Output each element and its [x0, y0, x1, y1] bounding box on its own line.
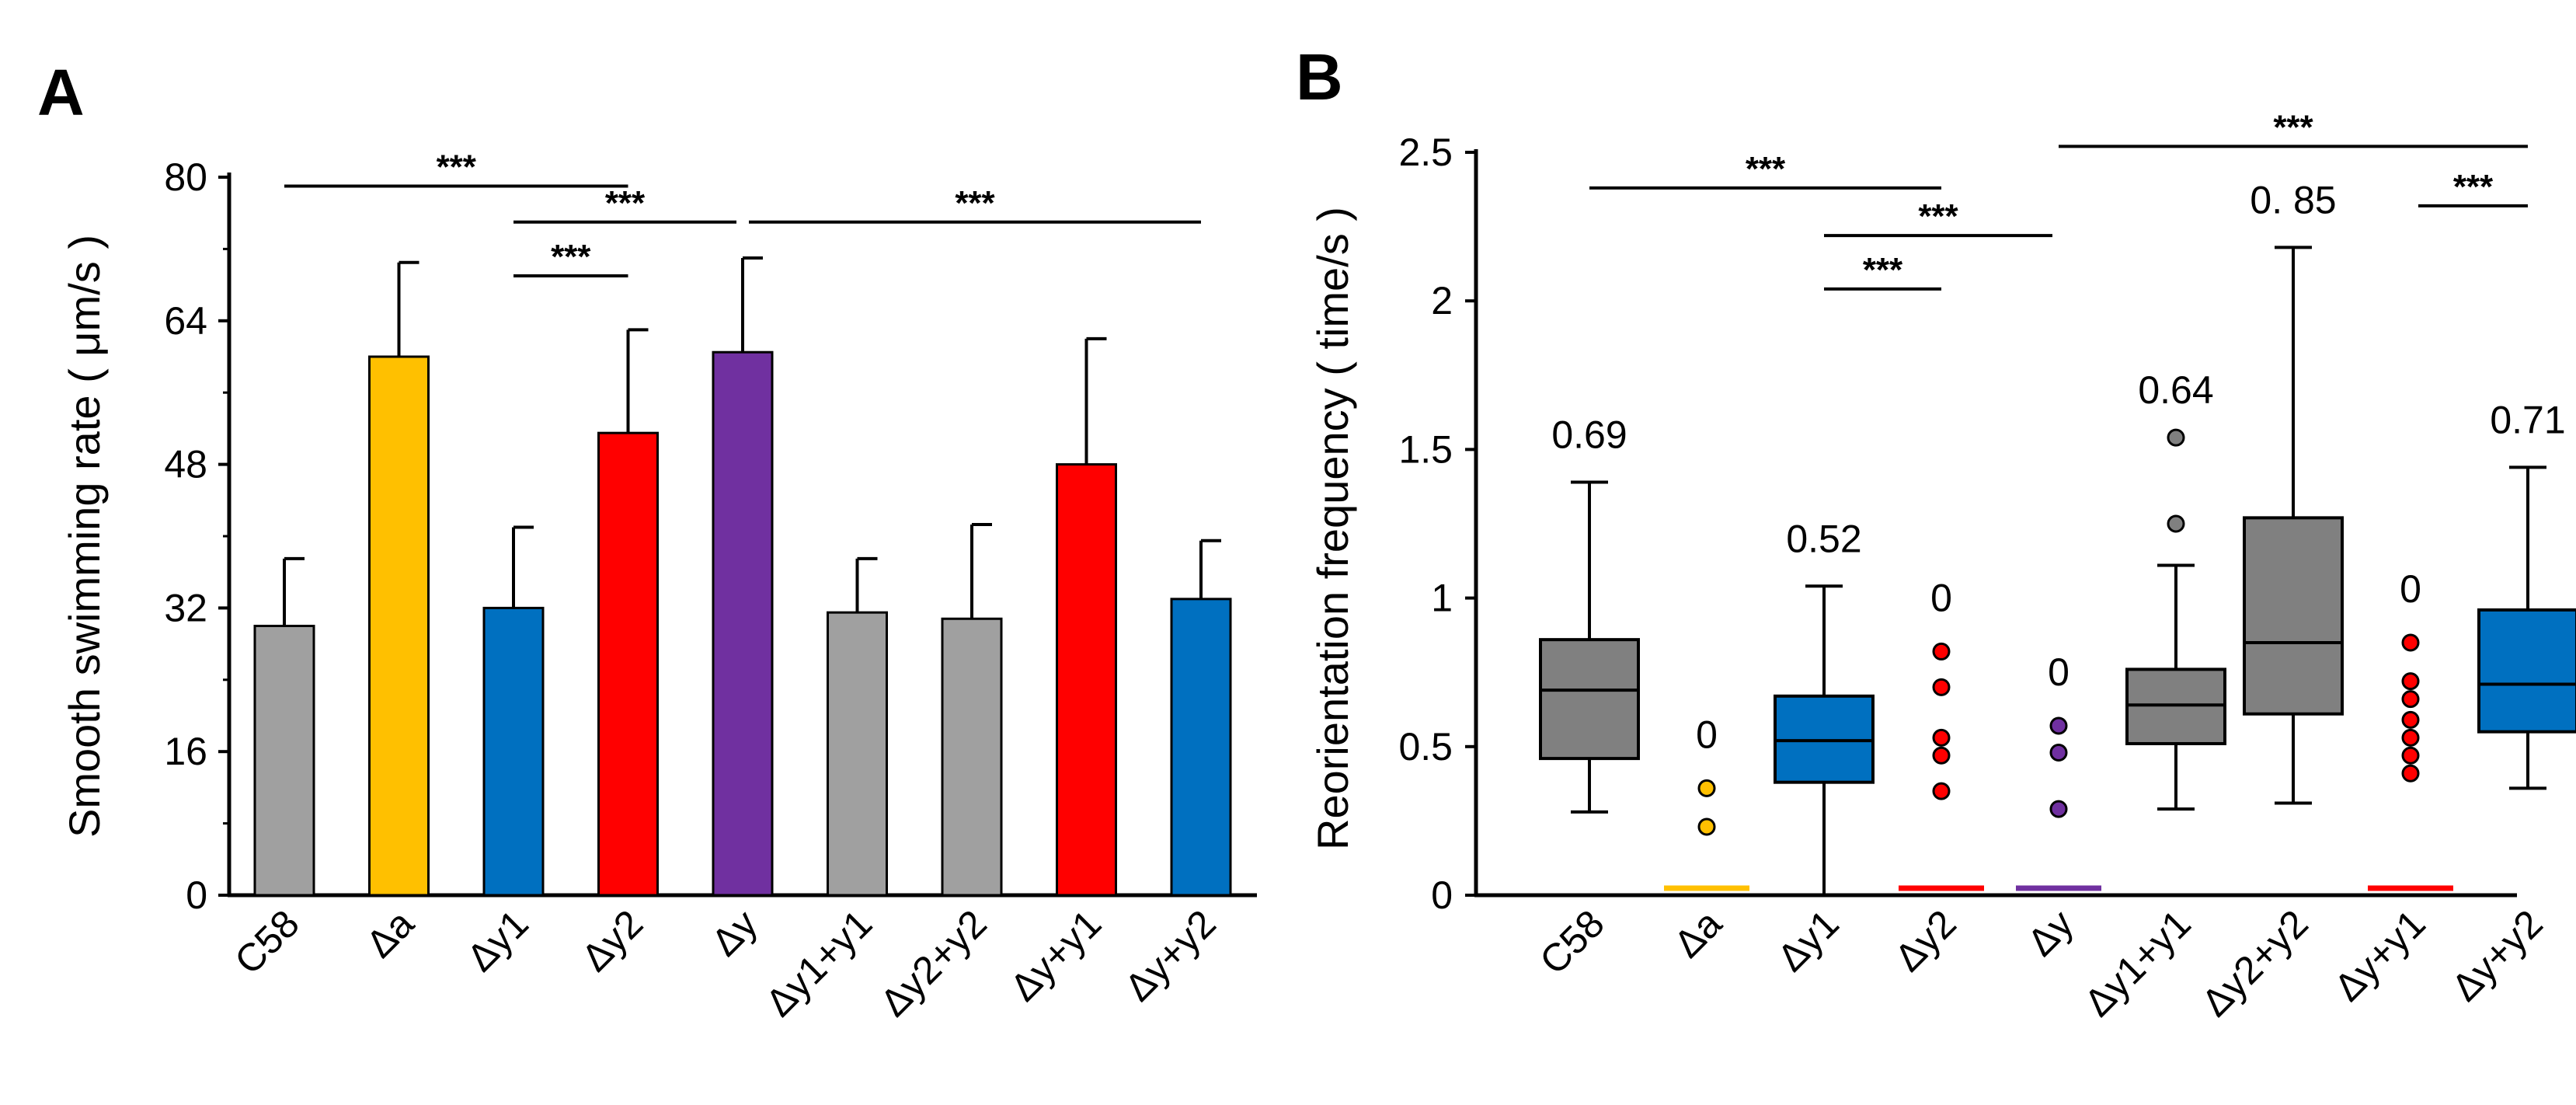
panel-b-outlier-point: [1932, 728, 1951, 747]
panel-b-outlier-point: [2401, 746, 2420, 765]
panel-a-category-label: Δy2: [573, 901, 652, 980]
panel-b-category-label: Δy2+y2: [2193, 901, 2317, 1025]
panel-a-bar: [1170, 598, 1232, 897]
panel-b-median-annotation: 0: [2400, 567, 2421, 611]
panel-b-significance-label: ***: [2453, 168, 2494, 206]
panel-b-category-label: Δy+y1: [2326, 901, 2434, 1009]
panel-b-significance-label: ***: [2273, 108, 2313, 146]
panel-b-significance-label: ***: [1918, 197, 1958, 235]
panel-b-outlier-point: [2401, 728, 2420, 747]
panel-b-outlier-point: [1697, 817, 1716, 836]
panel-a-bar: [712, 350, 774, 897]
panel-b-outlier-point: [2167, 514, 2185, 533]
panel-b-median-annotation: 0.69: [1551, 413, 1627, 456]
panel-b-category-label: Δa: [1666, 901, 1730, 966]
panel-b-outlier-point: [2049, 716, 2068, 735]
panel-b-outlier-point: [2401, 672, 2420, 691]
panel-b-outlier-point: [2401, 764, 2420, 783]
panel-b-median-annotation: 0. 85: [2250, 178, 2336, 221]
panel-a-category-label: Δy+y2: [1116, 901, 1224, 1009]
panel-a-category-label: Δy1+y1: [757, 901, 881, 1025]
panel-a-y-tick-label: 48: [164, 443, 207, 486]
panel-a-significance-label: ***: [605, 184, 646, 222]
panel-b-box: [1539, 638, 1640, 761]
panel-b-outlier-point: [2401, 710, 2420, 729]
panel-a-category-label: Δy2+y2: [872, 901, 995, 1025]
panel-b-outlier-point: [1697, 779, 1716, 797]
panel-b-median-annotation: 0.52: [1786, 517, 1861, 560]
panel-b-significance: *** *** *** *** ***: [1589, 108, 2528, 291]
panel-b-category-label: C58: [1531, 901, 1612, 982]
panel-b-median-annotation: 0: [2048, 650, 2070, 694]
panel-a-significance-label: ***: [955, 184, 995, 222]
panel-a-tick-labels: 0 16 32 48 64 80: [164, 155, 207, 917]
panel-b-outlier-point: [1932, 678, 1951, 696]
panel-b-category-label: Δy1: [1769, 901, 1847, 980]
panel-b-significance-label: ***: [1863, 251, 1903, 289]
panel-b-y-tick-label: 1: [1431, 577, 1453, 620]
panel-a-letter: A: [37, 56, 85, 129]
panel-a-y-tick-label: 64: [164, 299, 207, 343]
panel-b-category-label: Δy2: [1886, 901, 1965, 980]
panel-a-y-tick-label: 80: [164, 155, 207, 199]
panel-b-median-annotation: 0.71: [2490, 398, 2565, 441]
panel-b-tick-labels: 0 0.5 1 1.5 2 2.5: [1398, 131, 1453, 917]
panel-a-category-label: Δy1: [458, 901, 537, 980]
panel-b-outlier-point: [2401, 690, 2420, 709]
panel-b-y-tick-label: 2.5: [1398, 131, 1453, 174]
panel-a-y-tick-label: 0: [186, 873, 207, 917]
panel-b-outlier-point: [2049, 743, 2068, 762]
panel-a-bar: [597, 431, 659, 897]
panel-b-box: [2243, 516, 2344, 716]
panel-a-category-label: C58: [226, 901, 307, 982]
panel-b-category-label: Δy+y2: [2443, 901, 2551, 1009]
panel-a-y-axis-title: Smooth swimming rate ( μm/s ): [60, 235, 109, 838]
panel-b-y-tick-label: 1.5: [1398, 427, 1453, 471]
panel-b-box: [2477, 608, 2576, 734]
panel-b-y-tick-label: 0: [1431, 873, 1453, 917]
panel-b-category-label: Δy1+y1: [2076, 901, 2199, 1025]
panel-a-significance-label: ***: [437, 148, 477, 186]
panel-b-outlier-point: [2401, 633, 2420, 652]
panel-b-median-annotation: 0.64: [2138, 368, 2213, 412]
panel-a-bar: [482, 606, 545, 897]
panel-a-y-tick-label: 32: [164, 586, 207, 629]
panel-b-significance-label: ***: [1746, 150, 1786, 188]
panel-b-category-label: Δy: [2019, 901, 2082, 964]
panel-a-significance-label: ***: [551, 238, 591, 276]
panel-a-bar: [1056, 463, 1117, 897]
panel-a-bar: [827, 611, 888, 897]
panel-a-y-tick-label: 16: [164, 730, 207, 773]
panel-b-y-axis-title: Reorientation frequency ( time/s ): [1308, 207, 1357, 850]
panel-a-significance: *** *** *** ***: [284, 148, 1201, 278]
panel-b-axes: [1465, 149, 2517, 898]
panel-a-category-label: Δy: [703, 901, 766, 964]
panel-b-outlier-point: [1932, 782, 1951, 800]
panel-b-outlier-point: [1932, 746, 1951, 765]
panel-b-outlier-point: [2167, 428, 2185, 447]
panel-a: A Smooth swimming rate ( μm/s ) ****** **…: [37, 56, 1257, 1025]
panel-b-letter: B: [1296, 40, 1343, 113]
panel-b-y-tick-label: 0.5: [1398, 725, 1453, 769]
panel-a-bar: [941, 617, 1003, 897]
panel-a-category-label: Δa: [357, 901, 422, 966]
panel-b: B Reorientation frequency ( time/s ) 0.6…: [1296, 40, 2576, 1025]
panel-a-bar: [368, 355, 430, 897]
panel-b-median-annotation: 0: [1930, 576, 1952, 619]
panel-b-y-tick-label: 2: [1431, 279, 1453, 322]
panel-a-bars: [253, 256, 1232, 897]
panel-b-outlier-point: [2049, 800, 2068, 818]
panel-b-outlier-point: [1932, 642, 1951, 661]
panel-b-median-annotation: 0: [1696, 713, 1718, 756]
panel-a-category-label: Δy+y1: [1001, 901, 1109, 1009]
panel-b-boxes: 0.69 0 0.52 0 0 0.64 0. 85 0 0.71: [1539, 178, 2576, 895]
panel-a-bar: [253, 625, 315, 897]
